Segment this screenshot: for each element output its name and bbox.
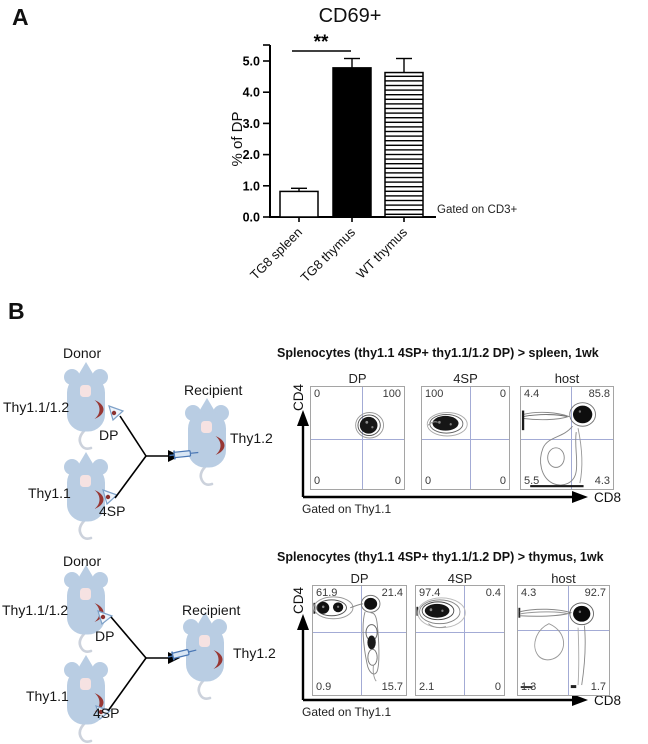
quad-tr: 92.7 [584, 587, 606, 599]
donor-label-row2: Donor [63, 553, 102, 569]
flow-plot-row1-host: 4.4 85.8 5.5 4.3 [520, 386, 614, 490]
contour-plot [521, 402, 596, 488]
quad-bl: 0 [425, 475, 432, 487]
quad-br: 4.3 [594, 475, 610, 487]
svg-text:TG8 thymus: TG8 thymus [297, 224, 358, 285]
mouse1-strain-row1: Thy1.1/1.2 [3, 399, 70, 415]
row1-yaxis-label: CD4 [291, 384, 306, 412]
quad-tr: 21.4 [381, 587, 403, 599]
quad-tl: 97.4 [419, 587, 441, 599]
svg-text:3.0: 3.0 [243, 117, 260, 131]
quad-tl: 61.9 [316, 587, 338, 599]
sort2-label-row1: 4SP [99, 503, 126, 519]
row2-gated-note: Gated on Thy1.1 [302, 705, 392, 719]
recipient-strain-row1: Thy1.2 [230, 430, 273, 446]
quad-bl: 1.3 [521, 681, 537, 693]
chart-title: CD69+ [318, 5, 382, 27]
sorted-cells-dp-icon [108, 405, 125, 422]
quad-br: 1.7 [590, 681, 606, 693]
contour-plot [416, 597, 466, 629]
recipient-strain-row2: Thy1.2 [233, 645, 276, 661]
contour-plot [518, 602, 594, 689]
sort2-label-row2: 4SP [93, 705, 120, 721]
row2-plot2-title: 4SP [447, 571, 473, 586]
row2-title: Splenocytes (thy1.1 4SP+ thy1.1/1.2 DP) … [277, 550, 604, 564]
panel-b-label: B [8, 298, 25, 324]
svg-text:1.0: 1.0 [243, 179, 260, 193]
quad-tr: 85.8 [588, 388, 610, 400]
row1-title: Splenocytes (thy1.1 4SP+ thy1.1/1.2 DP) … [277, 346, 599, 360]
svg-text:WT thymus: WT thymus [353, 224, 410, 281]
significance-stars: ** [314, 32, 329, 53]
quad-br: 0 [499, 475, 506, 487]
recipient-label-row1: Recipient [184, 382, 243, 398]
row1-plot2-title: 4SP [453, 371, 478, 386]
svg-text:2.0: 2.0 [243, 148, 260, 162]
mouse2-strain-row1: Thy1.1 [28, 485, 71, 501]
transfer-arrows [114, 415, 180, 499]
quad-br: 0 [494, 681, 501, 693]
sort1-label-row1: DP [99, 427, 119, 443]
row1-gated-note: Gated on Thy1.1 [302, 502, 392, 516]
row1-axes [297, 410, 588, 503]
row2-xaxis-label: CD8 [594, 693, 622, 708]
sorted-cells-4sp-icon [95, 705, 112, 721]
row1-plot3-title: host [554, 371, 580, 386]
sorted-cells-4sp-icon [102, 489, 119, 506]
transfer-arrows [107, 616, 180, 712]
recipient-label-row2: Recipient [182, 602, 241, 618]
svg-text:0.0: 0.0 [243, 211, 260, 225]
bar-chart: % of DP 0.0 1.0 2.0 3.0 4.0 5.0 TG8 spleenTG8 … [229, 32, 436, 285]
gated-cd3-note: Gated on CD3+ [437, 204, 518, 216]
quad-tl: 4.3 [521, 587, 537, 599]
quad-tl: 100 [425, 388, 444, 400]
quad-tl: 4.4 [524, 388, 540, 400]
quad-br: 0 [394, 475, 401, 487]
flow-plot-row2-dp: 61.9 21.4 0.9 15.7 [312, 585, 407, 696]
mouse1-strain-row2: Thy1.1/1.2 [2, 602, 69, 618]
recipient-mouse-icon [181, 610, 229, 700]
y-axis-label: % of DP [229, 111, 246, 166]
row1-xaxis-label: CD8 [594, 490, 622, 505]
panel-a-label: A [12, 4, 29, 30]
quad-tr: 100 [382, 388, 401, 400]
flow-plot-row1-dp: 0 100 0 0 [310, 386, 405, 490]
svg-text:TG8 spleen: TG8 spleen [247, 225, 305, 283]
quad-bl: 0.9 [316, 681, 332, 693]
transfer-diagram-row2 [62, 563, 229, 743]
contour-plot [426, 412, 468, 437]
donor-label-row1: Donor [63, 345, 102, 361]
svg-text:4.0: 4.0 [243, 86, 260, 100]
row2-plot1-title: DP [350, 571, 369, 586]
quad-bl: 2.1 [419, 681, 435, 693]
quad-tr: 0.4 [485, 587, 501, 599]
syringe-icon [167, 649, 197, 661]
quad-bl: 0 [314, 475, 321, 487]
svg-text:5.0: 5.0 [243, 55, 260, 69]
flow-plot-row2-host: 4.3 92.7 1.3 1.7 [517, 585, 610, 696]
recipient-mouse-icon [183, 396, 231, 486]
contour-plot [355, 412, 385, 439]
flow-plot-row2-4sp: 97.4 0.4 2.1 0 [415, 585, 505, 696]
syringe-icon [169, 450, 199, 460]
row1-plot1-title: DP [348, 371, 367, 386]
quad-br: 15.7 [381, 681, 403, 693]
quad-tl: 0 [314, 388, 321, 400]
row2-plot3-title: host [551, 571, 576, 586]
row2-yaxis-label: CD4 [291, 587, 306, 615]
mouse2-strain-row2: Thy1.1 [26, 688, 69, 704]
flow-plot-row1-4sp: 100 0 0 0 [421, 386, 510, 490]
quad-tr: 0 [499, 388, 506, 400]
sorted-cells-dp-icon [97, 610, 114, 626]
contour-plot [313, 594, 381, 682]
row2-axes [297, 614, 588, 706]
quad-bl: 5.5 [524, 475, 540, 487]
sort1-label-row2: DP [95, 628, 115, 644]
transfer-diagram-row1 [62, 360, 231, 540]
donor-mouse-4sp-icon [62, 653, 110, 743]
